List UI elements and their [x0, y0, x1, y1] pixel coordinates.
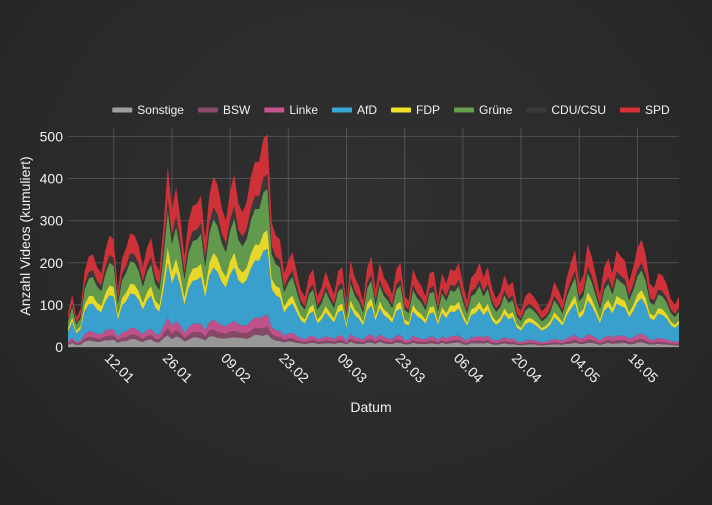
legend-label-linke: Linke	[289, 103, 318, 117]
legend-swatch-bsw	[197, 107, 218, 113]
legend-item-spd[interactable]: SPD	[620, 103, 670, 117]
legend-label-afd: AfD	[357, 103, 377, 117]
stacked-areas	[68, 134, 679, 347]
legend-swatch-gr-ne	[454, 107, 475, 113]
legend-label-fdp: FDP	[416, 103, 440, 117]
legend-swatch-afd	[332, 107, 352, 113]
x-tick-label-26.01: 26.01	[160, 350, 196, 386]
legend-item-cdu-csu[interactable]: CDU/CSU	[526, 103, 606, 117]
area-series-fdp	[68, 230, 679, 334]
x-tick-label-18.05: 18.05	[625, 350, 661, 386]
y-axis-ticks: 0 100 200 300 400 500	[40, 128, 64, 355]
legend-swatch-linke	[264, 107, 285, 113]
legend-label-spd: SPD	[645, 103, 670, 117]
x-tick-label-20.04: 20.04	[509, 350, 545, 386]
legend-item-linke[interactable]: Linke	[264, 103, 318, 117]
legend-swatch-fdp	[391, 107, 412, 113]
area-series-bsw	[68, 326, 679, 346]
y-tick-label-200: 200	[40, 255, 64, 271]
legend-label-cdu-csu: CDU/CSU	[551, 103, 606, 117]
legend-label-gr-ne: Grüne	[479, 103, 513, 117]
legend-item-sonstige[interactable]: Sonstige	[112, 103, 184, 117]
y-tick-label-300: 300	[40, 213, 64, 229]
legend-label-sonstige: Sonstige	[137, 103, 184, 117]
x-tick-label-12.01: 12.01	[102, 350, 138, 386]
legend-swatch-spd	[620, 107, 641, 113]
x-tick-label-23.03: 23.03	[393, 350, 429, 386]
x-axis-ticks: 12.01 26.01 09.02 23.02 09.03 23.03 06.04 20.04…	[102, 350, 662, 386]
x-tick-label-04.05: 04.05	[567, 350, 603, 386]
x-tick-label-09.02: 09.02	[218, 350, 254, 386]
legend-item-afd[interactable]: AfD	[332, 103, 377, 117]
x-tick-label-09.03: 09.03	[334, 350, 370, 386]
legend: Sonstige BSW Linke AfD FDP Grüne CDU/CSU SPD	[112, 103, 670, 117]
legend-label-bsw: BSW	[223, 103, 251, 117]
area-series-sonstige	[68, 334, 679, 347]
x-axis-label: Datum	[350, 399, 391, 415]
legend-swatch-cdu-csu	[526, 107, 547, 113]
area-series-gr-ne	[68, 188, 679, 331]
area-series-linke	[68, 314, 679, 345]
legend-item-fdp[interactable]: FDP	[391, 103, 440, 117]
x-tick-label-06.04: 06.04	[451, 350, 487, 386]
y-tick-label-400: 400	[40, 171, 64, 187]
area-series-afd	[68, 248, 679, 343]
y-tick-label-100: 100	[40, 297, 64, 313]
legend-item-bsw[interactable]: BSW	[197, 103, 251, 117]
y-tick-label-0: 0	[55, 339, 63, 355]
y-tick-label-500: 500	[40, 128, 64, 144]
x-tick-label-23.02: 23.02	[276, 350, 312, 386]
y-axis-label: Anzahl Videos (kumuliert)	[17, 156, 33, 315]
legend-swatch-sonstige	[112, 107, 133, 113]
area-series-spd	[68, 134, 679, 323]
legend-item-gr-ne[interactable]: Grüne	[454, 103, 513, 117]
